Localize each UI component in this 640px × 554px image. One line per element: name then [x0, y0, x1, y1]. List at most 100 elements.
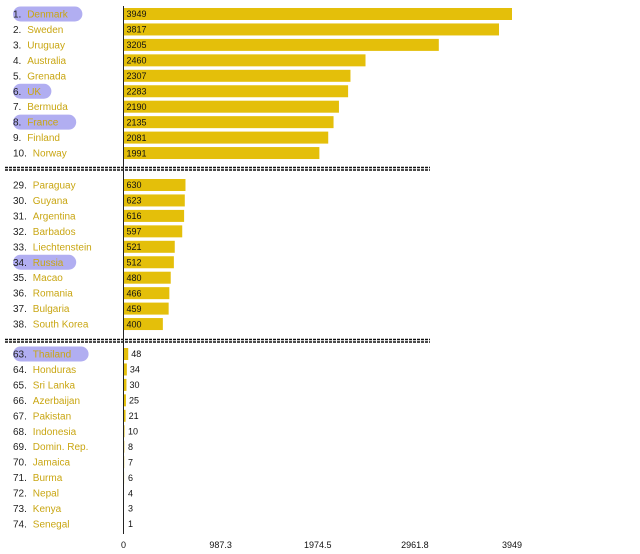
- country-label: Russia: [33, 258, 64, 269]
- rank-label: 5.: [13, 71, 21, 82]
- value-label: 2190: [127, 102, 147, 112]
- x-tick-label: 2961.8: [401, 540, 429, 550]
- country-label: Sweden: [27, 25, 63, 36]
- country-label: Domin. Rep.: [33, 442, 89, 453]
- value-label: 1: [128, 519, 133, 529]
- rank-label: 67.: [13, 411, 27, 422]
- bar: [123, 179, 186, 191]
- bar: [123, 100, 339, 113]
- rank-label: 68.: [13, 427, 27, 438]
- value-label: 521: [127, 242, 142, 252]
- country-label: Thailand: [33, 350, 71, 361]
- value-label: 7: [128, 457, 133, 467]
- x-tick-label: 0: [121, 540, 126, 550]
- value-label: 480: [127, 273, 142, 283]
- country-label: Denmark: [27, 10, 69, 21]
- value-label: 2307: [127, 71, 147, 81]
- highlight-marker: [13, 114, 77, 130]
- value-label: 597: [127, 227, 142, 237]
- rank-label: 37.: [13, 304, 27, 315]
- value-label: 2135: [127, 117, 147, 127]
- rank-label: 70.: [13, 458, 27, 469]
- bar: [123, 209, 185, 222]
- rank-label: 36.: [13, 289, 27, 300]
- bar: [123, 23, 500, 36]
- rank-label: 35.: [13, 273, 27, 284]
- country-label: Barbados: [33, 227, 76, 238]
- country-label: Kenya: [33, 504, 62, 515]
- country-label: Argentina: [33, 211, 76, 222]
- country-label: Pakistan: [33, 411, 71, 422]
- rank-label: 66.: [13, 396, 27, 407]
- country-label: Azerbaijan: [33, 396, 80, 407]
- value-label: 10: [128, 426, 138, 436]
- rank-label: 32.: [13, 227, 27, 238]
- country-label: Grenada: [27, 71, 66, 82]
- value-label: 623: [127, 196, 142, 206]
- bar: [123, 194, 185, 207]
- value-label: 8: [128, 442, 133, 452]
- country-label: Indonesia: [33, 427, 77, 438]
- country-label: Jamaica: [33, 458, 71, 469]
- x-tick-label: 1974.5: [304, 540, 332, 550]
- rank-label: 7.: [13, 102, 21, 113]
- country-label: Sri Lanka: [33, 380, 76, 391]
- rank-label: 1.: [13, 10, 21, 21]
- rank-label: 74.: [13, 519, 27, 530]
- value-label: 2460: [127, 56, 147, 66]
- bar: [123, 54, 366, 67]
- country-label: Honduras: [33, 365, 76, 376]
- country-label: Bulgaria: [33, 304, 70, 315]
- bar: [123, 240, 175, 253]
- country-label: Norway: [33, 149, 67, 160]
- bar: [123, 409, 126, 422]
- country-label: Uruguay: [27, 40, 65, 51]
- value-label: 1991: [127, 148, 147, 158]
- value-label: 25: [129, 396, 139, 406]
- bar: [123, 287, 170, 300]
- bar: [123, 394, 126, 407]
- rank-label: 34.: [13, 258, 27, 269]
- value-label: 21: [129, 411, 139, 421]
- bar: [123, 38, 439, 51]
- value-label: 400: [127, 319, 142, 329]
- bar: [123, 116, 334, 129]
- rank-label: 38.: [13, 320, 27, 331]
- value-label: 459: [127, 304, 142, 314]
- bar: [123, 225, 183, 238]
- value-label: 4: [128, 488, 133, 498]
- value-label: 512: [127, 257, 142, 267]
- value-label: 34: [130, 365, 140, 375]
- rank-label: 3.: [13, 40, 21, 51]
- value-label: 6: [128, 473, 133, 483]
- rank-label: 69.: [13, 442, 27, 453]
- country-label: Paraguay: [33, 181, 76, 192]
- bar: [123, 318, 163, 331]
- value-label: 3949: [127, 9, 147, 19]
- country-label: Romania: [33, 289, 73, 300]
- bar: [123, 271, 171, 284]
- country-label: South Korea: [33, 320, 89, 331]
- value-label: 3205: [127, 40, 147, 50]
- rank-label: 9.: [13, 133, 21, 144]
- bar: [123, 131, 329, 144]
- country-label: Bermuda: [27, 102, 68, 113]
- bar: [123, 378, 127, 391]
- country-label: Australia: [27, 56, 66, 67]
- highlight-marker: [13, 346, 89, 362]
- rank-label: 65.: [13, 380, 27, 391]
- bar: [123, 348, 129, 360]
- value-label: 2081: [127, 133, 147, 143]
- rank-label: 2.: [13, 25, 21, 36]
- bar: [123, 302, 169, 315]
- value-label: 630: [127, 180, 142, 190]
- value-label: 48: [131, 349, 141, 359]
- value-label: 30: [129, 380, 139, 390]
- bar: [123, 8, 512, 20]
- country-label: Nepal: [33, 489, 59, 500]
- rank-label: 73.: [13, 504, 27, 515]
- rank-label: 71.: [13, 473, 27, 484]
- bar: [123, 256, 174, 269]
- country-label: Liechtenstein: [33, 242, 92, 253]
